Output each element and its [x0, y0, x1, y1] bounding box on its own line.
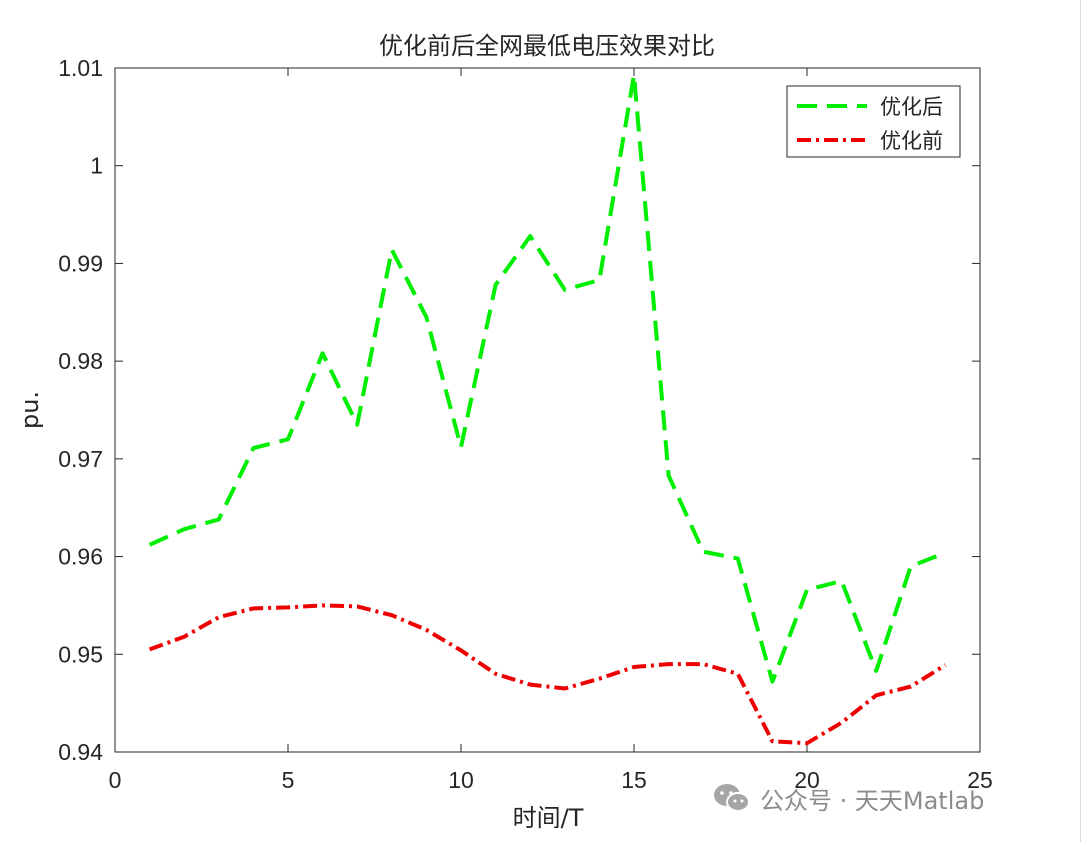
x-tick-label: 25	[967, 767, 993, 793]
y-tick-label: 0.99	[58, 250, 103, 276]
series-line-after	[148, 72, 947, 684]
x-tick-label: 20	[794, 767, 820, 793]
legend-label-after: 优化后	[880, 95, 943, 119]
watermark: 公众号 · 天天Matlab	[712, 782, 985, 815]
x-tick-label: 15	[621, 767, 647, 793]
series-line-before	[148, 603, 947, 746]
y-axis-label: pu.	[16, 391, 44, 429]
x-tick-label: 10	[448, 767, 474, 793]
y-tick-label: 0.94	[58, 739, 103, 765]
series-layer	[148, 72, 947, 746]
axis-tick-labels: 0 5 10 15 20 25 0.94 0.95 0.96 0.97 0.98 0.99 1 1.01	[58, 55, 993, 793]
legend-box	[786, 85, 961, 158]
x-tick-label: 5	[282, 767, 295, 793]
y-tick-label: 1.01	[58, 55, 103, 81]
y-tick-label: 0.95	[58, 641, 103, 667]
axis-ticks	[114, 67, 981, 753]
x-tick-label: 0	[109, 767, 122, 793]
y-tick-label: 0.98	[58, 348, 103, 374]
x-axis-label: 时间/T	[513, 804, 584, 832]
legend-label-before: 优化前	[880, 129, 943, 153]
window-edge	[1080, 0, 1081, 842]
y-tick-label: 0.96	[58, 544, 103, 570]
watermark-text: 公众号 · 天天Matlab	[760, 786, 985, 815]
legend: 优化后 优化前	[786, 85, 961, 158]
wechat-icon	[714, 784, 750, 812]
y-tick-label: 0.97	[58, 446, 103, 472]
chart-title: 优化前后全网最低电压效果对比	[379, 32, 715, 60]
y-tick-label: 1	[90, 153, 103, 179]
plot-area	[114, 67, 981, 753]
